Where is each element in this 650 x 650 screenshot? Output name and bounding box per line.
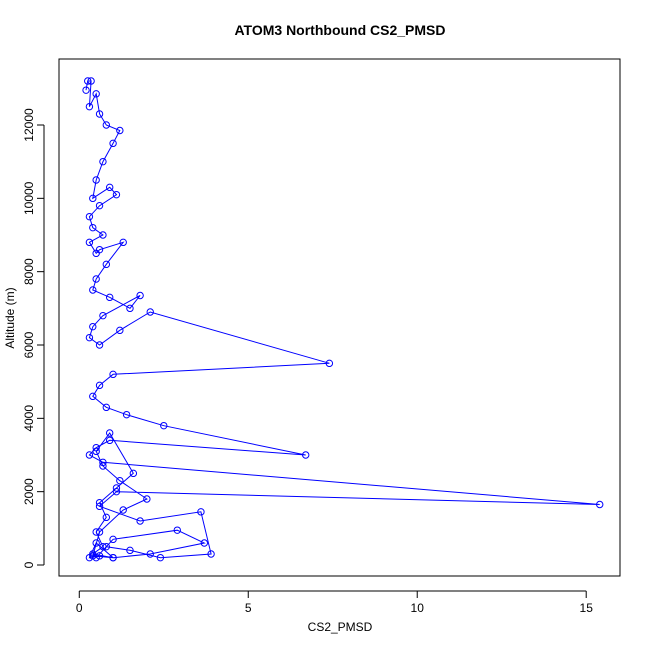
data-point (89, 392, 97, 401)
data-point (156, 553, 165, 562)
data-point (325, 359, 334, 368)
data-point (85, 451, 94, 459)
data-point (99, 458, 107, 467)
y-tick-label: 2000 (22, 478, 36, 505)
data-point (84, 77, 92, 85)
data-point (92, 443, 100, 452)
x-tick-label: 0 (76, 601, 83, 615)
data-point (92, 275, 100, 283)
data-point (105, 183, 114, 192)
data-point (160, 421, 168, 430)
data-point (99, 231, 107, 239)
data-point (82, 86, 90, 94)
data-point (109, 535, 117, 544)
y-tick-label: 4000 (22, 405, 36, 432)
data-point (92, 447, 100, 456)
y-tick-label: 0 (22, 561, 36, 568)
data-point (102, 121, 111, 129)
x-tick-label: 15 (580, 601, 594, 615)
y-axis-label: Altitude (m) (3, 287, 17, 348)
data-point (122, 410, 131, 419)
y-tick-label: 12000 (22, 108, 36, 142)
data-point (112, 487, 121, 496)
x-axis-label: CS2_PMSD (308, 620, 373, 634)
data-point (102, 403, 111, 412)
data-point (92, 528, 100, 536)
data-point (99, 462, 107, 470)
data-point (126, 304, 134, 313)
data-point (119, 506, 127, 514)
data-point (207, 550, 215, 558)
data-point (99, 542, 107, 551)
data-point (146, 550, 154, 558)
data-point (112, 190, 121, 199)
data-point (109, 370, 117, 379)
data-point (105, 429, 114, 437)
x-tick-label: 5 (245, 601, 252, 615)
data-point (102, 542, 111, 551)
data-point (116, 326, 124, 335)
data-point (95, 502, 104, 511)
data-point (95, 110, 104, 118)
data-point (92, 90, 100, 98)
data-point (92, 176, 100, 184)
data-point (95, 528, 104, 536)
data-point (136, 291, 144, 300)
data-point (99, 157, 107, 166)
data-point (87, 77, 95, 85)
data-point (105, 293, 114, 302)
data-point (112, 484, 121, 492)
data-point (95, 552, 104, 560)
data-point (596, 500, 604, 509)
data-point (89, 286, 97, 294)
data-point (146, 308, 154, 316)
x-axis: 0 5 10 15 (76, 590, 594, 615)
data-point (95, 341, 104, 349)
data-point (109, 139, 117, 148)
data-point (197, 508, 205, 516)
data-point (95, 381, 104, 390)
data-point (143, 495, 151, 503)
data-point (109, 553, 117, 562)
data-point (92, 539, 100, 547)
data-point (119, 238, 127, 247)
data-point (136, 517, 144, 525)
data-point (99, 311, 107, 320)
data-point (85, 238, 94, 247)
data-point (85, 102, 94, 111)
data-point (89, 223, 97, 232)
data-point (200, 539, 209, 547)
data-point (126, 546, 134, 555)
data-point (102, 513, 111, 522)
series-line (85, 80, 600, 559)
data-point (116, 126, 124, 135)
data-point (302, 451, 310, 459)
y-tick-label: 10000 (22, 181, 36, 215)
y-axis: 0 2000 4000 6000 8000 10000 12000 (22, 108, 45, 568)
data-point (85, 553, 94, 562)
data-point (95, 245, 104, 254)
data-point (105, 436, 114, 445)
chart-title: ATOM3 Northbound CS2_PMSD (234, 22, 445, 38)
y-tick-label: 8000 (22, 258, 36, 285)
plot-frame (58, 58, 621, 577)
data-point (95, 498, 104, 507)
x-tick-label: 10 (411, 601, 425, 615)
y-tick-label: 6000 (22, 331, 36, 358)
marks-layer (82, 77, 604, 562)
data-point (85, 212, 94, 221)
data-point (102, 260, 111, 269)
data-point (95, 201, 104, 210)
data-point (89, 194, 97, 203)
data-point (89, 322, 97, 331)
data-point (173, 526, 181, 534)
data-point (85, 333, 94, 342)
data-point (129, 469, 138, 478)
data-point (116, 476, 124, 485)
